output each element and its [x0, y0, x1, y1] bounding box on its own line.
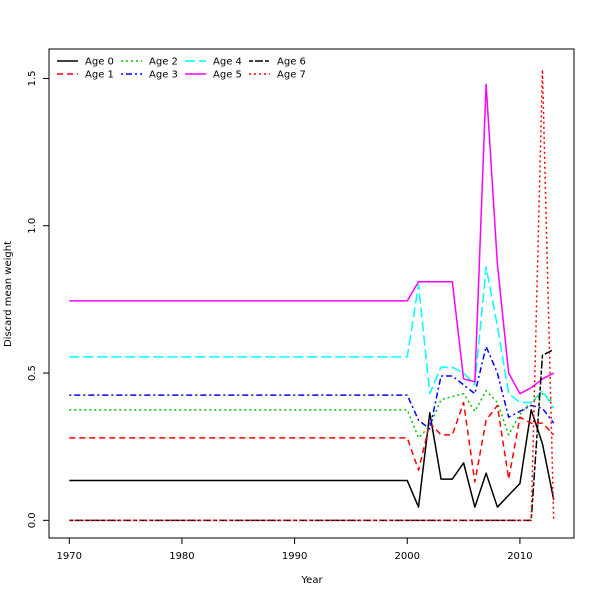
legend-label: Age 7 [277, 70, 306, 81]
series-line-age-6 [69, 348, 555, 522]
y-axis-title: Discard mean weight [3, 241, 14, 347]
x-tick-label: 1990 [282, 551, 307, 562]
y-tick-label: 0.5 [27, 365, 38, 381]
y-tick-label: 1.0 [27, 218, 38, 234]
x-axis: 1970 1980 1990 2000 2010 [57, 538, 533, 562]
legend-label: Age 6 [277, 57, 306, 68]
x-tick-label: 1970 [57, 551, 82, 562]
series-line-age-0 [69, 409, 555, 508]
series-line-age-3 [69, 345, 555, 430]
series-line-age-4 [69, 266, 555, 409]
y-axis: 0.0 0.5 1.0 1.5 [27, 71, 49, 528]
series-layer [69, 68, 555, 522]
x-tick-label: 1980 [169, 551, 194, 562]
legend-label: Age 4 [213, 57, 242, 68]
legend-label: Age 3 [149, 70, 178, 81]
y-tick-label: 0.0 [27, 512, 38, 528]
x-axis-title: Year [300, 575, 323, 586]
legend-label: Age 5 [213, 70, 242, 81]
y-tick-label: 1.5 [27, 71, 38, 87]
series-line-age-1 [69, 401, 555, 483]
x-tick-label: 2000 [395, 551, 420, 562]
series-line-age-7 [69, 68, 555, 522]
x-tick-label: 2010 [507, 551, 532, 562]
legend-label: Age 0 [85, 57, 114, 68]
series-line-age-5 [69, 83, 555, 395]
series-line-age-2 [69, 389, 555, 439]
legend-label: Age 2 [149, 57, 178, 68]
legend-label: Age 1 [85, 70, 114, 81]
plot-frame [48, 48, 575, 539]
legend: Age 0 Age 1 Age 2 Age 3 Age 4 Age 5 Age 6 Age 7 [57, 57, 306, 81]
